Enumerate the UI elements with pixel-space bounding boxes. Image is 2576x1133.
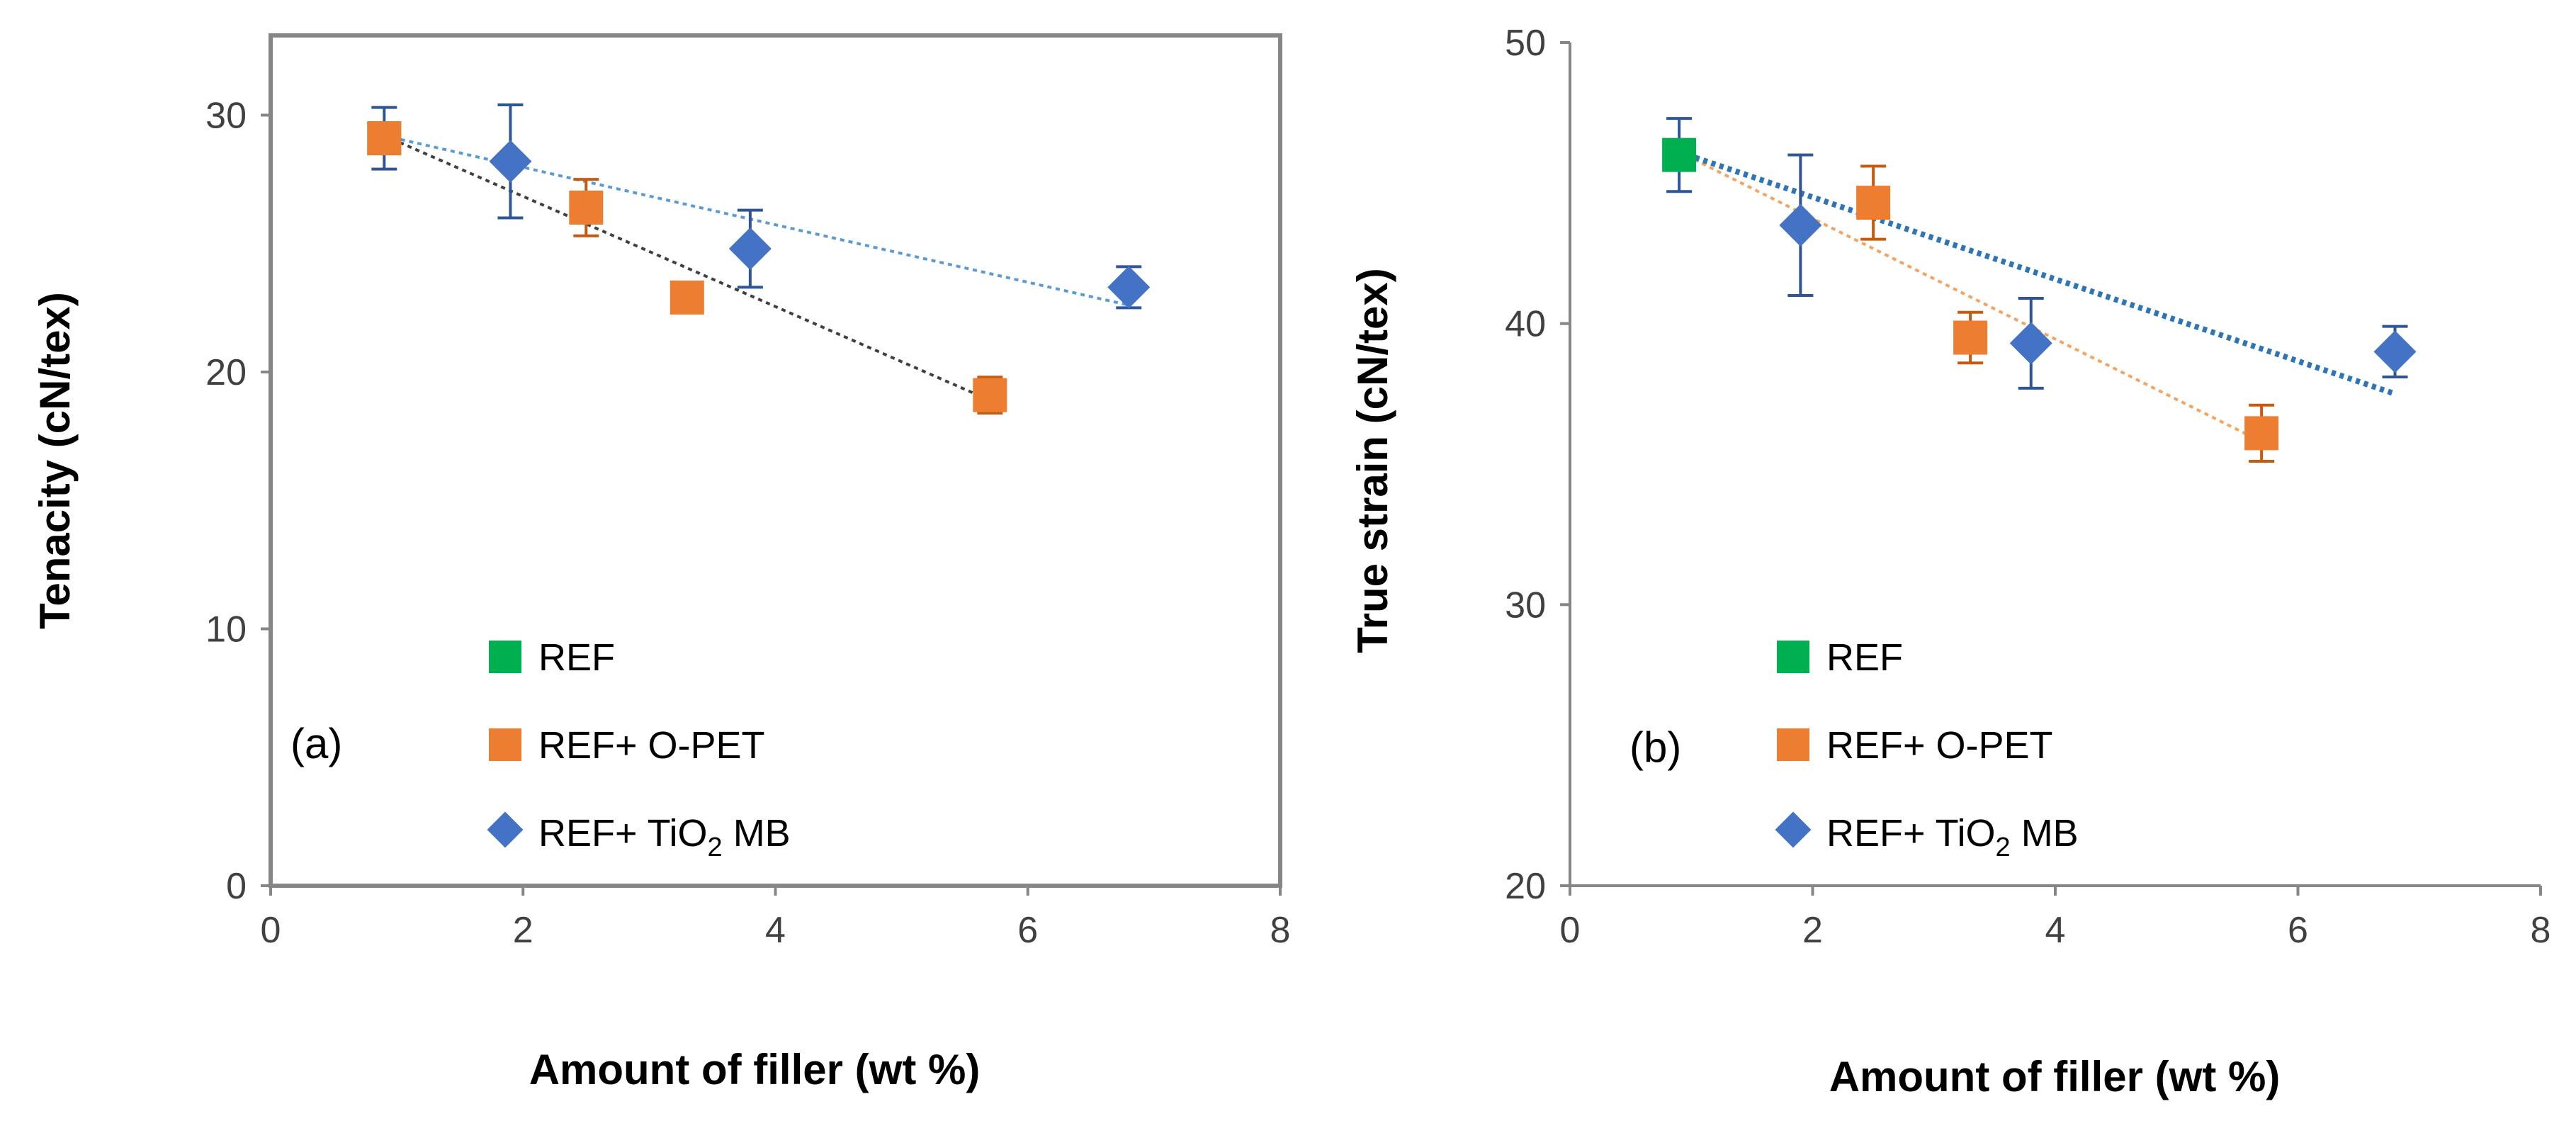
x-tick-label: 8	[1270, 910, 1291, 951]
legend-label-tio2-sub-b: 2	[1996, 833, 2011, 862]
y-tick-label: 30	[205, 96, 247, 137]
trendline	[1678, 149, 2396, 397]
legend-marker-opet-b	[1777, 728, 1809, 761]
data-point-diamond	[2373, 330, 2417, 373]
data-point-diamond	[1107, 266, 1151, 309]
data-point-square	[2244, 416, 2279, 451]
panel-label-b: (b)	[1629, 723, 1681, 771]
legend-marker-ref	[489, 641, 521, 673]
data-points-a	[367, 103, 1151, 415]
x-tick-label: 0	[261, 910, 281, 951]
trendlines-b	[1678, 149, 2396, 444]
legend-label-tio2-suffix-b: MB	[2011, 812, 2079, 855]
plot-area-frame-a	[269, 33, 1282, 888]
legend-marker-tio2	[487, 811, 524, 848]
legend-label-opet-b: REF+ O-PET	[1826, 724, 2053, 767]
y-tick-label: 40	[1505, 304, 1546, 345]
data-point-square	[973, 378, 1007, 412]
data-point-diamond	[489, 140, 532, 183]
y-tick-label: 10	[205, 609, 247, 650]
legend-label-ref-b: REF	[1826, 636, 1903, 679]
chart-panel-a: 0 2 4 6 8 0 10 20 30 Amount of filler (wt %) Te…	[31, 33, 1291, 1093]
legend-marker-opet	[489, 728, 521, 761]
legend-label-tio2-sub: 2	[708, 833, 723, 862]
y-tick-label: 20	[205, 352, 247, 393]
legend-label-tio2: REF+ TiO2 MB	[538, 812, 791, 862]
x-tick-labels-b: 0 2 4 6 8	[1560, 886, 2551, 951]
x-tick-label: 8	[2531, 910, 2551, 951]
y-tick-label: 30	[1505, 585, 1546, 626]
trendline	[1678, 150, 2263, 444]
x-tick-label: 6	[1017, 910, 1038, 951]
x-axis-title-b: Amount of filler (wt %)	[1829, 1053, 2281, 1100]
y-tick-labels-b: 20 30 40 50	[1505, 23, 1570, 907]
legend-marker-tio2-b	[1775, 811, 1812, 848]
data-point-square	[1953, 320, 1988, 355]
x-tick-label: 4	[765, 910, 786, 951]
x-tick-labels-a: 0 2 4 6 8	[261, 886, 1291, 951]
trendlines-a	[383, 134, 1129, 402]
data-point-diamond	[1779, 203, 1822, 247]
legend-label-ref: REF	[538, 636, 615, 679]
legend-marker-ref-b	[1777, 641, 1809, 673]
legend-b: REF REF+ O-PET REF+ TiO2 MB	[1775, 636, 2079, 862]
data-point-diamond	[728, 227, 772, 270]
x-tick-label: 0	[1560, 910, 1581, 951]
y-axis-title-b: True strain (cN/tex)	[1349, 268, 1396, 653]
chart-panel-b: 0 2 4 6 8 20 30 40 50 Amount of filler (wt %) T…	[1349, 23, 2550, 1100]
data-point-square	[670, 280, 704, 315]
x-tick-label: 2	[1802, 910, 1823, 951]
x-tick-label: 6	[2288, 910, 2308, 951]
y-tick-label: 20	[1505, 866, 1546, 907]
x-axis-title-a: Amount of filler (wt %)	[529, 1046, 981, 1093]
legend-label-tio2-suffix: MB	[723, 812, 791, 855]
panel-label-a: (a)	[290, 720, 342, 767]
y-axis-title-a: Tenacity (cN/tex)	[31, 292, 79, 629]
x-tick-label: 2	[513, 910, 533, 951]
legend-label-opet: REF+ O-PET	[538, 724, 765, 767]
legend-label-tio2-b: REF+ TiO2 MB	[1826, 812, 2079, 862]
data-point-square	[569, 191, 604, 225]
data-point-square	[367, 121, 402, 156]
data-point-diamond	[2009, 322, 2052, 365]
data-point-square	[1856, 186, 1891, 220]
x-tick-label: 4	[2045, 910, 2066, 951]
legend-label-tio2-prefix: REF+ TiO	[538, 812, 708, 855]
y-tick-label: 0	[226, 866, 247, 907]
legend-label-tio2-prefix-b: REF+ TiO	[1826, 812, 1996, 855]
y-tick-label: 50	[1505, 23, 1546, 64]
data-point-square	[1662, 137, 1697, 172]
data-points-b	[1662, 117, 2417, 463]
legend-a: REF REF+ O-PET REF+ TiO2 MB	[487, 636, 791, 862]
trendline	[383, 134, 991, 402]
y-tick-labels-a: 0 10 20 30	[205, 96, 271, 907]
